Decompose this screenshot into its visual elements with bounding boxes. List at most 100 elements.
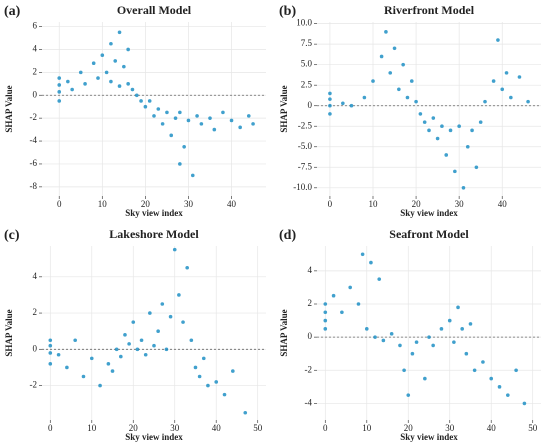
y-axis-label: SHAP Value (4, 85, 14, 132)
point (48, 351, 53, 355)
point (113, 59, 118, 63)
x-tick-label: 0 (57, 199, 62, 209)
point (418, 112, 423, 116)
x-tick-label: 40 (498, 199, 508, 209)
point (439, 327, 444, 331)
point (152, 343, 156, 348)
point (48, 338, 53, 343)
y-axis-label: SHAP Value (4, 309, 14, 356)
point (246, 114, 251, 118)
point (435, 136, 440, 141)
y-tick-label: -5.0 (298, 141, 313, 151)
y-tick-label: 6 (33, 21, 38, 31)
point (148, 311, 152, 315)
point (70, 87, 74, 92)
x-tick-label: 20 (404, 423, 414, 433)
point (500, 87, 505, 92)
point (377, 277, 382, 281)
y-tick-label: -2 (30, 380, 38, 390)
point (362, 95, 367, 100)
point (173, 116, 178, 120)
point (89, 356, 94, 361)
panel-label: (a) (4, 4, 21, 19)
x-tick-label: 10 (362, 423, 372, 433)
point (427, 128, 431, 133)
y-tick-label: 4 (33, 271, 38, 281)
point (397, 87, 401, 92)
x-tick-label: 30 (170, 423, 180, 433)
point (447, 318, 452, 323)
point (190, 173, 195, 178)
point (431, 116, 436, 120)
point (123, 333, 127, 337)
point (164, 347, 169, 352)
y-tick-label: -10.0 (293, 182, 312, 192)
panel-label: (c) (4, 228, 20, 243)
point (117, 84, 122, 88)
point (478, 120, 483, 124)
point (156, 107, 161, 111)
y-tick-label: 4 (33, 44, 38, 54)
point (364, 327, 369, 331)
y-tick-label: -2 (30, 112, 38, 122)
point (57, 99, 62, 103)
point (221, 110, 225, 115)
point (392, 46, 397, 51)
y-tick-label: -4 (305, 397, 313, 407)
point (379, 54, 384, 59)
point (405, 95, 410, 100)
point (522, 401, 527, 406)
point (360, 252, 365, 257)
point (481, 360, 485, 364)
point (168, 314, 173, 319)
point (328, 103, 332, 108)
point (106, 362, 111, 366)
point (119, 354, 123, 359)
point (65, 365, 69, 370)
point (328, 97, 332, 101)
point (444, 153, 449, 157)
point (448, 128, 453, 133)
point (384, 30, 388, 34)
point (130, 87, 135, 92)
y-tick-label: 2 (33, 66, 38, 76)
point (331, 293, 336, 298)
x-tick-label: 0 (323, 423, 328, 433)
x-tick-label: 40 (227, 199, 237, 209)
point (104, 70, 109, 75)
point (212, 127, 217, 132)
x-tick-label: 30 (184, 199, 194, 209)
chart-title: Riverfront Model (384, 3, 475, 17)
point (199, 122, 204, 126)
point (189, 338, 194, 343)
point (122, 64, 126, 69)
point (81, 374, 86, 379)
point (389, 332, 394, 336)
point (147, 99, 152, 103)
point (169, 133, 174, 138)
x-tick-label: 20 (141, 199, 151, 209)
point (172, 247, 177, 252)
point (197, 374, 202, 379)
point (491, 79, 496, 83)
y-tick-label: -2.5 (298, 120, 313, 130)
point (131, 320, 136, 324)
point (388, 71, 393, 75)
point (222, 392, 227, 397)
x-tick-label: 0 (328, 199, 333, 209)
point (143, 104, 148, 109)
point (126, 82, 130, 86)
point (231, 369, 235, 373)
point (117, 30, 122, 35)
point (483, 99, 487, 104)
point (323, 318, 328, 323)
point (177, 293, 181, 297)
point (57, 83, 62, 87)
point (452, 340, 456, 344)
point (214, 380, 219, 384)
point (195, 114, 199, 118)
point (206, 383, 210, 388)
point (56, 352, 61, 357)
point (526, 99, 530, 104)
